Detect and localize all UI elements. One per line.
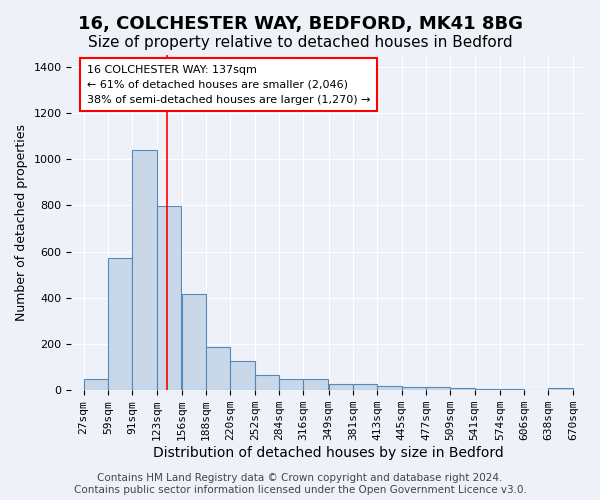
Bar	[401, 387, 426, 390]
Bar	[132, 150, 157, 390]
Text: Size of property relative to detached houses in Bedford: Size of property relative to detached ho…	[88, 35, 512, 50]
Y-axis label: Number of detached properties: Number of detached properties	[15, 124, 28, 321]
Bar	[279, 378, 304, 390]
Bar	[426, 387, 451, 390]
Bar	[304, 378, 328, 390]
Bar	[206, 348, 230, 390]
Bar	[157, 206, 181, 390]
Bar	[230, 360, 255, 390]
Bar	[255, 375, 279, 390]
Bar	[548, 388, 573, 390]
Text: Contains HM Land Registry data © Crown copyright and database right 2024.
Contai: Contains HM Land Registry data © Crown c…	[74, 474, 526, 495]
Bar	[83, 378, 108, 390]
Bar	[451, 388, 475, 390]
Bar	[182, 294, 206, 390]
Text: 16, COLCHESTER WAY, BEDFORD, MK41 8BG: 16, COLCHESTER WAY, BEDFORD, MK41 8BG	[77, 15, 523, 33]
X-axis label: Distribution of detached houses by size in Bedford: Distribution of detached houses by size …	[153, 446, 503, 460]
Bar	[353, 384, 377, 390]
Text: 16 COLCHESTER WAY: 137sqm
← 61% of detached houses are smaller (2,046)
38% of se: 16 COLCHESTER WAY: 137sqm ← 61% of detac…	[87, 65, 370, 104]
Bar	[377, 386, 401, 390]
Bar	[329, 384, 353, 390]
Bar	[475, 389, 499, 390]
Bar	[108, 258, 132, 390]
Bar	[500, 389, 524, 390]
